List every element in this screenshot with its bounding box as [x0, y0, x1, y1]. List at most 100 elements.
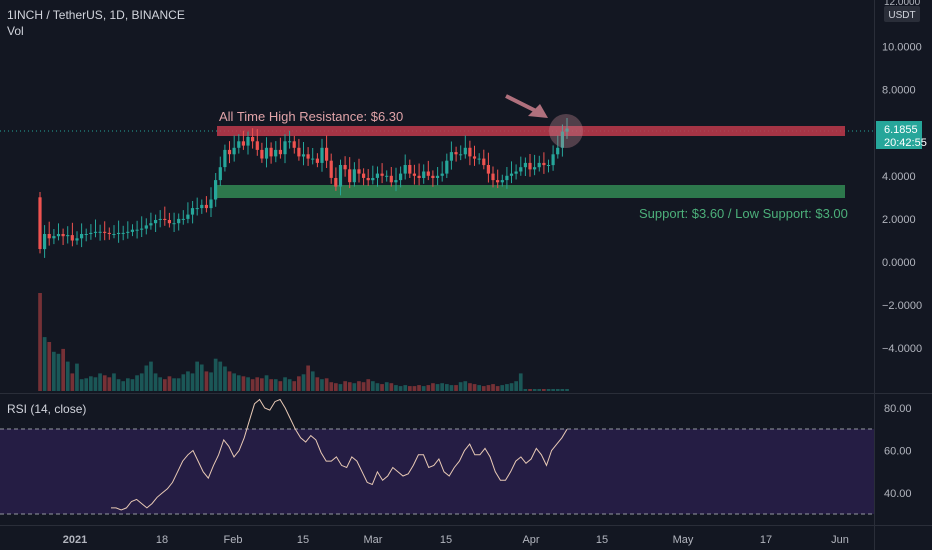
candle-body	[412, 173, 416, 176]
rsi-tick-label: 60.00	[884, 446, 912, 458]
volume-bar	[297, 376, 301, 391]
candle-body	[560, 131, 564, 148]
candle-body	[80, 234, 84, 239]
candle-body	[362, 173, 366, 178]
volume-bar	[52, 351, 56, 391]
arrow-shaft	[505, 94, 537, 113]
candle-body	[320, 147, 324, 163]
volume-bar	[366, 379, 371, 391]
resistance-zone[interactable]	[217, 126, 845, 136]
volume-bar	[454, 385, 458, 391]
candle-body	[177, 218, 181, 224]
time-tick-label: 15	[297, 534, 309, 546]
candle-body	[121, 232, 125, 234]
volume-bar	[394, 385, 398, 391]
volume-bar	[426, 385, 431, 391]
candle-body	[89, 232, 93, 234]
rsi-line	[111, 398, 568, 511]
candle-body	[375, 173, 379, 178]
candle-body	[445, 160, 449, 174]
volume-bar	[468, 383, 472, 391]
candle-body	[422, 171, 426, 178]
support-label: Support: $3.60 / Low Support: $3.00	[639, 206, 848, 221]
candle-body	[66, 235, 70, 237]
volume-bar	[546, 389, 551, 391]
time-tick-label: Feb	[224, 534, 243, 546]
candle-body	[297, 147, 301, 157]
volume-bar	[121, 381, 126, 391]
arrow-head	[528, 104, 548, 118]
volume-bar	[287, 379, 292, 391]
candle-body	[500, 180, 504, 183]
volume-bar	[112, 373, 116, 391]
volume-bar	[241, 376, 246, 391]
volume-bar	[555, 389, 560, 391]
volume-bar	[431, 383, 435, 391]
support-zone[interactable]	[217, 185, 845, 198]
volume-bar	[199, 364, 204, 391]
candle-body	[264, 147, 269, 159]
candle-body	[43, 234, 47, 250]
volume-bar	[505, 384, 509, 391]
volume-bar	[65, 361, 70, 391]
candle-body	[260, 149, 264, 159]
candle-body	[306, 154, 310, 159]
resistance-label: All Time High Resistance: $6.30	[219, 109, 403, 124]
candle-body	[514, 171, 518, 174]
candle-body	[186, 214, 190, 219]
candle-body	[163, 218, 167, 220]
price-tick-label: −2.0000	[882, 300, 922, 312]
volume-bar	[255, 377, 260, 391]
price-axis[interactable]: 12.0000 USDT 10.00008.00006.00004.00002.…	[882, 0, 922, 355]
volume-bar	[458, 382, 463, 391]
price-tick-label: −4.0000	[882, 343, 922, 355]
volume-bar	[445, 384, 449, 391]
volume-bar	[75, 363, 79, 391]
volume-bar	[292, 381, 297, 391]
volume-bar	[107, 377, 112, 391]
volume-bar	[172, 378, 176, 391]
volume-bar	[481, 386, 486, 391]
time-tick-label: May	[673, 534, 694, 546]
candle-body	[389, 175, 393, 183]
symbol-title: 1INCH / TetherUS, 1D, BINANCE	[7, 8, 185, 22]
time-axis[interactable]: 2021 18 Feb 15 Mar 15 Apr 15 May 17 Jun	[63, 534, 849, 546]
volume-bar	[306, 365, 310, 391]
candle-body	[449, 152, 453, 161]
candle-body	[482, 158, 486, 166]
volume-bar	[491, 384, 495, 391]
candle-body	[292, 141, 296, 148]
candle-body	[172, 223, 176, 225]
time-tick-label: 17	[760, 534, 772, 546]
volume-bar	[500, 385, 505, 391]
candle-body	[149, 223, 153, 226]
volume-bar	[310, 371, 315, 391]
currency-badge[interactable]: USDT	[888, 10, 915, 21]
volume-bar	[371, 381, 375, 391]
candle-body	[288, 141, 292, 143]
volume-bar	[47, 342, 52, 391]
volume-bar	[449, 385, 454, 391]
volume-bar	[389, 383, 394, 391]
candle-body	[546, 165, 551, 166]
candle-body	[195, 208, 199, 210]
volume-bar	[435, 384, 440, 391]
volume-bar	[412, 386, 417, 391]
candle-body	[167, 220, 171, 224]
candle-body	[227, 149, 232, 155]
candle-body	[408, 165, 412, 174]
candle-body	[477, 158, 481, 160]
volume-bar	[260, 378, 264, 391]
candle-body	[232, 147, 236, 155]
volume-bar	[236, 375, 241, 391]
candle-body	[533, 167, 537, 170]
countdown-tag: 20:42:55	[884, 137, 927, 149]
candle-body	[130, 229, 134, 232]
candle-body	[551, 154, 555, 166]
candle-body	[385, 175, 389, 177]
candle-body	[283, 141, 287, 155]
volume-bar	[486, 385, 491, 391]
volume-bar	[153, 373, 158, 391]
candle-body	[56, 234, 61, 237]
